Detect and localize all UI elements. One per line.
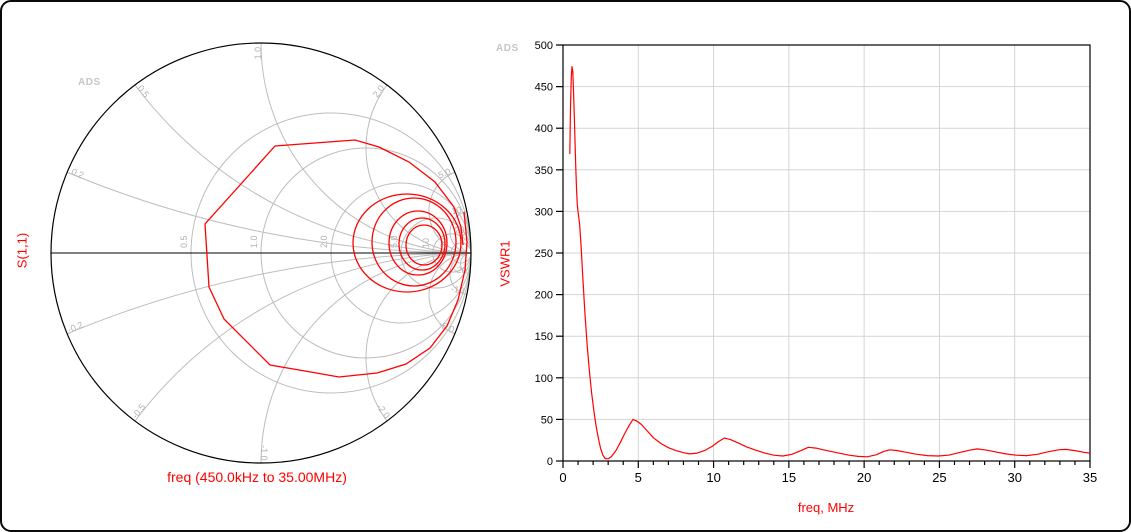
vswr-y-tick-label: 250 [535,248,553,260]
smith-reactance-label: 0.2 [70,166,85,180]
smith-reactance-arc [134,84,472,254]
smith-reactance-label: -20 [453,264,467,275]
vswr-x-tick-label: 10 [706,470,720,485]
vswr-axis-title: VSWR1 [497,240,513,287]
vswr-y-tick-label: 100 [535,373,553,385]
smith-reactance-label: -0.5 [130,402,147,420]
vswr-y-tick-label: 500 [535,40,553,52]
smith-resistance-label: 5.0 [389,235,399,248]
s11-trace-loop [371,197,457,287]
vswr-curve [569,65,1091,460]
vswr-x-tick-label: 15 [782,470,796,485]
vswr-x-tick-label: 35 [1083,470,1097,485]
smith-reactance-arc [449,210,472,254]
smith-reactance-label: 10 [450,205,462,217]
ads-watermark-right: ADS [496,43,519,54]
smith-reactance-arc [428,252,472,335]
vswr-plot: 0 5 10 15 20 25 30 3505010015020025030035040045… [535,40,1098,485]
smith-resistance-label: 2.0 [319,235,329,248]
vswr-x-tick-label: 20 [857,470,871,485]
smith-resistance-label: 1.0 [249,235,259,248]
smith-reactance-arc [365,252,472,422]
smith-caption: freq (450.0kHz to 35.00MHz) [167,469,347,485]
smith-reactance-arc [66,171,472,254]
smith-trace-label: S(1,1) [14,232,30,269]
vswr-y-tick-label: 350 [535,165,553,177]
smith-chart: 0.5 1.0 2.0 5.0 10 200.20.51.02.05.01020-0.2-… [50,42,472,464]
vswr-y-tick-label: 400 [535,123,553,135]
vswr-y-tick-label: 150 [535,331,553,343]
smith-reactance-label: -0.2 [66,320,84,335]
smith-reactance-label: 2.0 [371,83,387,99]
smith-reactance-arc [260,252,472,464]
vswr-y-tick-label: 200 [535,290,553,302]
smith-reactance-arc [260,42,472,254]
s11-trace-loop [405,224,443,266]
smith-reactance-label: 0.5 [136,83,152,99]
smith-reactance-arc [460,252,472,275]
smith-reactance-arc [365,84,472,254]
smith-resistance-label: 0.5 [179,235,189,248]
s11-trace-outer-loop [204,139,468,378]
smith-reactance-label: -10 [450,283,465,295]
vswr-y-tick-label: 450 [535,82,553,94]
smith-reactance-label: -1.0 [259,445,269,461]
s11-trace-loop [352,193,462,293]
s11-trace-loop [388,210,448,276]
vswr-y-tick-label: 50 [541,414,553,426]
vswr-y-tick-label: 0 [547,456,553,468]
vswr-y-tick-label: 300 [535,206,553,218]
smith-reactance-arc [134,252,472,422]
vswr-x-tick-label: 30 [1007,470,1021,485]
s11-trace-loop [398,217,446,271]
smith-reactance-label: 5.0 [437,166,452,180]
smith-reactance-label: 1.0 [253,47,263,60]
vswr-x-tick-label: 25 [932,470,946,485]
vswr-x-tick-label: 5 [635,470,642,485]
freq-axis-title: freq, MHz [797,500,855,515]
ads-watermark-left: ADS [78,77,101,88]
smith-reactance-arc [66,252,472,335]
vswr-x-tick-label: 0 [559,470,566,485]
